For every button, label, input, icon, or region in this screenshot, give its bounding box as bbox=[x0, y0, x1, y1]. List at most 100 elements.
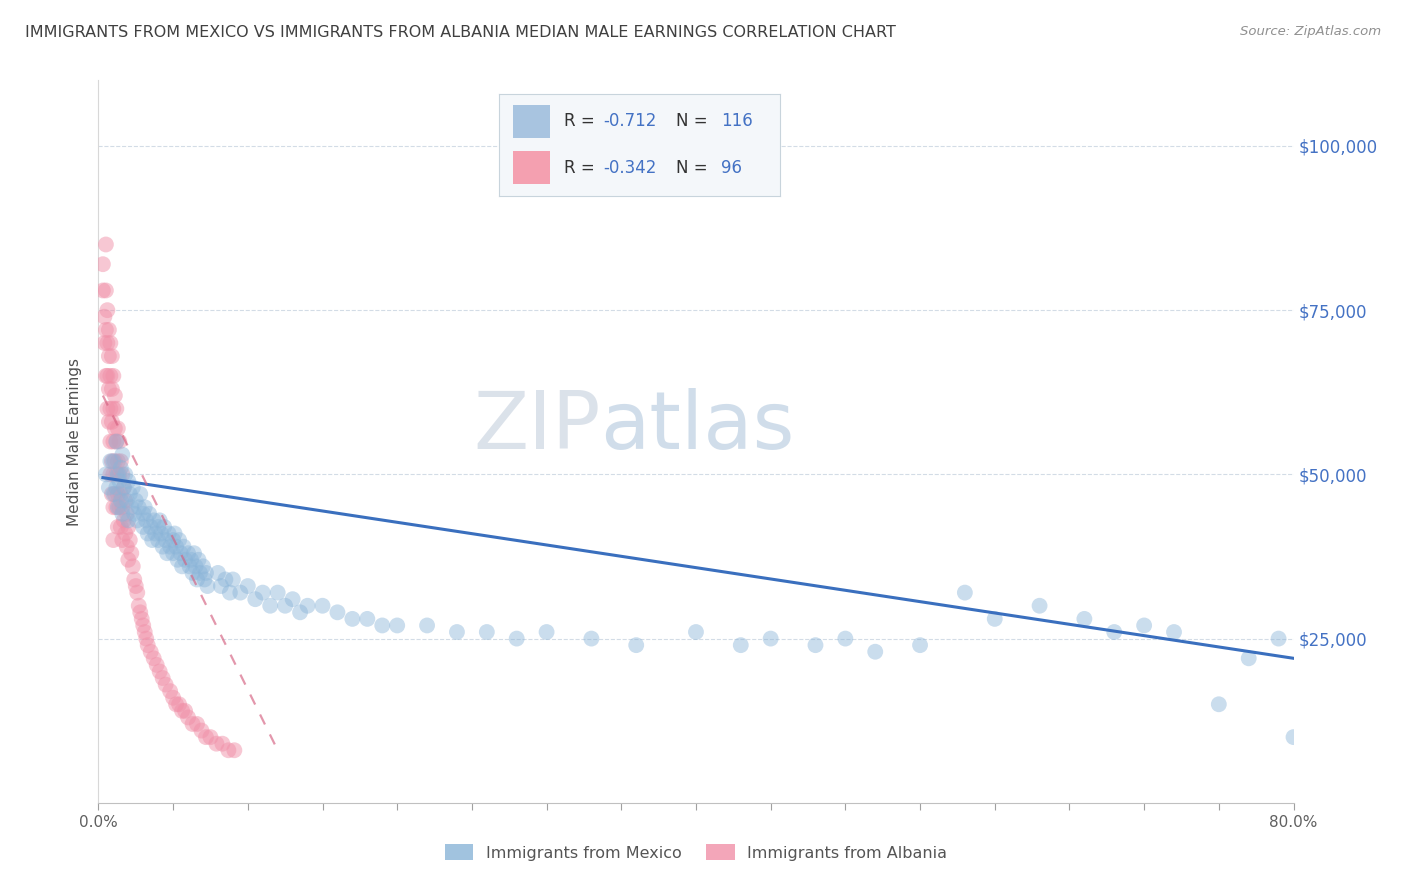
Point bbox=[195, 730, 218, 744]
Point bbox=[288, 605, 311, 619]
Point bbox=[107, 487, 129, 501]
Point bbox=[1133, 618, 1156, 632]
Point bbox=[200, 730, 222, 744]
Point bbox=[143, 526, 166, 541]
Point bbox=[141, 533, 163, 547]
Point bbox=[127, 585, 149, 599]
Legend: Immigrants from Mexico, Immigrants from Albania: Immigrants from Mexico, Immigrants from … bbox=[439, 838, 953, 867]
Point bbox=[191, 559, 214, 574]
Point bbox=[135, 632, 157, 646]
Point bbox=[127, 513, 149, 527]
Point bbox=[97, 349, 120, 363]
Point bbox=[186, 573, 208, 587]
Point bbox=[236, 579, 259, 593]
Point bbox=[110, 493, 132, 508]
Point bbox=[110, 487, 132, 501]
Point bbox=[121, 559, 143, 574]
Point bbox=[107, 520, 129, 534]
Point bbox=[121, 481, 143, 495]
Point bbox=[96, 336, 118, 351]
Point bbox=[162, 690, 184, 705]
Point bbox=[908, 638, 931, 652]
Point bbox=[104, 388, 127, 402]
Point bbox=[97, 323, 120, 337]
Point bbox=[98, 368, 122, 383]
Point bbox=[105, 434, 128, 449]
Point bbox=[96, 401, 118, 416]
Point bbox=[166, 553, 188, 567]
Point bbox=[132, 618, 155, 632]
Point bbox=[117, 474, 139, 488]
Point bbox=[685, 625, 707, 640]
Point bbox=[132, 520, 155, 534]
Point bbox=[97, 382, 120, 396]
Point bbox=[159, 684, 181, 698]
Point bbox=[150, 526, 173, 541]
Point bbox=[475, 625, 498, 640]
Point bbox=[205, 737, 228, 751]
Point bbox=[107, 500, 129, 515]
Point bbox=[172, 704, 194, 718]
Point bbox=[117, 520, 139, 534]
Point bbox=[114, 493, 136, 508]
Point bbox=[177, 710, 200, 724]
Point bbox=[186, 717, 208, 731]
Point bbox=[103, 533, 125, 547]
Point bbox=[101, 454, 124, 468]
Point bbox=[953, 585, 976, 599]
Point bbox=[110, 460, 132, 475]
Point bbox=[136, 638, 159, 652]
Point bbox=[104, 454, 127, 468]
Point bbox=[112, 513, 135, 527]
Point bbox=[174, 553, 197, 567]
Point bbox=[184, 559, 207, 574]
Point bbox=[190, 723, 212, 738]
Point bbox=[103, 500, 125, 515]
Point bbox=[110, 520, 132, 534]
Point bbox=[149, 513, 172, 527]
Point bbox=[252, 585, 274, 599]
Point bbox=[183, 546, 205, 560]
Point bbox=[93, 310, 115, 324]
Point bbox=[128, 599, 150, 613]
Point bbox=[149, 665, 172, 679]
Point bbox=[117, 513, 139, 527]
Point bbox=[101, 487, 124, 501]
Point bbox=[281, 592, 304, 607]
Point bbox=[1282, 730, 1305, 744]
Point bbox=[446, 625, 468, 640]
Point bbox=[174, 704, 197, 718]
Point bbox=[157, 526, 180, 541]
Point bbox=[245, 592, 267, 607]
Point bbox=[111, 467, 134, 482]
Point bbox=[181, 566, 204, 580]
Point bbox=[108, 500, 131, 515]
Point bbox=[1163, 625, 1185, 640]
Point bbox=[207, 566, 229, 580]
Text: -0.712: -0.712 bbox=[603, 112, 657, 130]
Point bbox=[311, 599, 333, 613]
Point bbox=[93, 336, 115, 351]
Point bbox=[416, 618, 439, 632]
Point bbox=[94, 284, 117, 298]
Point bbox=[103, 368, 125, 383]
Point bbox=[94, 237, 117, 252]
Point bbox=[96, 368, 118, 383]
Point bbox=[148, 533, 170, 547]
Point bbox=[229, 585, 252, 599]
Point bbox=[1073, 612, 1095, 626]
Point bbox=[94, 467, 117, 482]
Point bbox=[131, 612, 153, 626]
Point bbox=[138, 507, 160, 521]
Point bbox=[108, 474, 131, 488]
Point bbox=[96, 303, 118, 318]
Point bbox=[804, 638, 827, 652]
Bar bbox=[513, 105, 550, 137]
Point bbox=[155, 533, 177, 547]
Point bbox=[139, 520, 162, 534]
Point bbox=[132, 507, 155, 521]
Point bbox=[114, 467, 136, 482]
Point bbox=[104, 421, 127, 435]
Point bbox=[195, 566, 218, 580]
Point bbox=[759, 632, 782, 646]
